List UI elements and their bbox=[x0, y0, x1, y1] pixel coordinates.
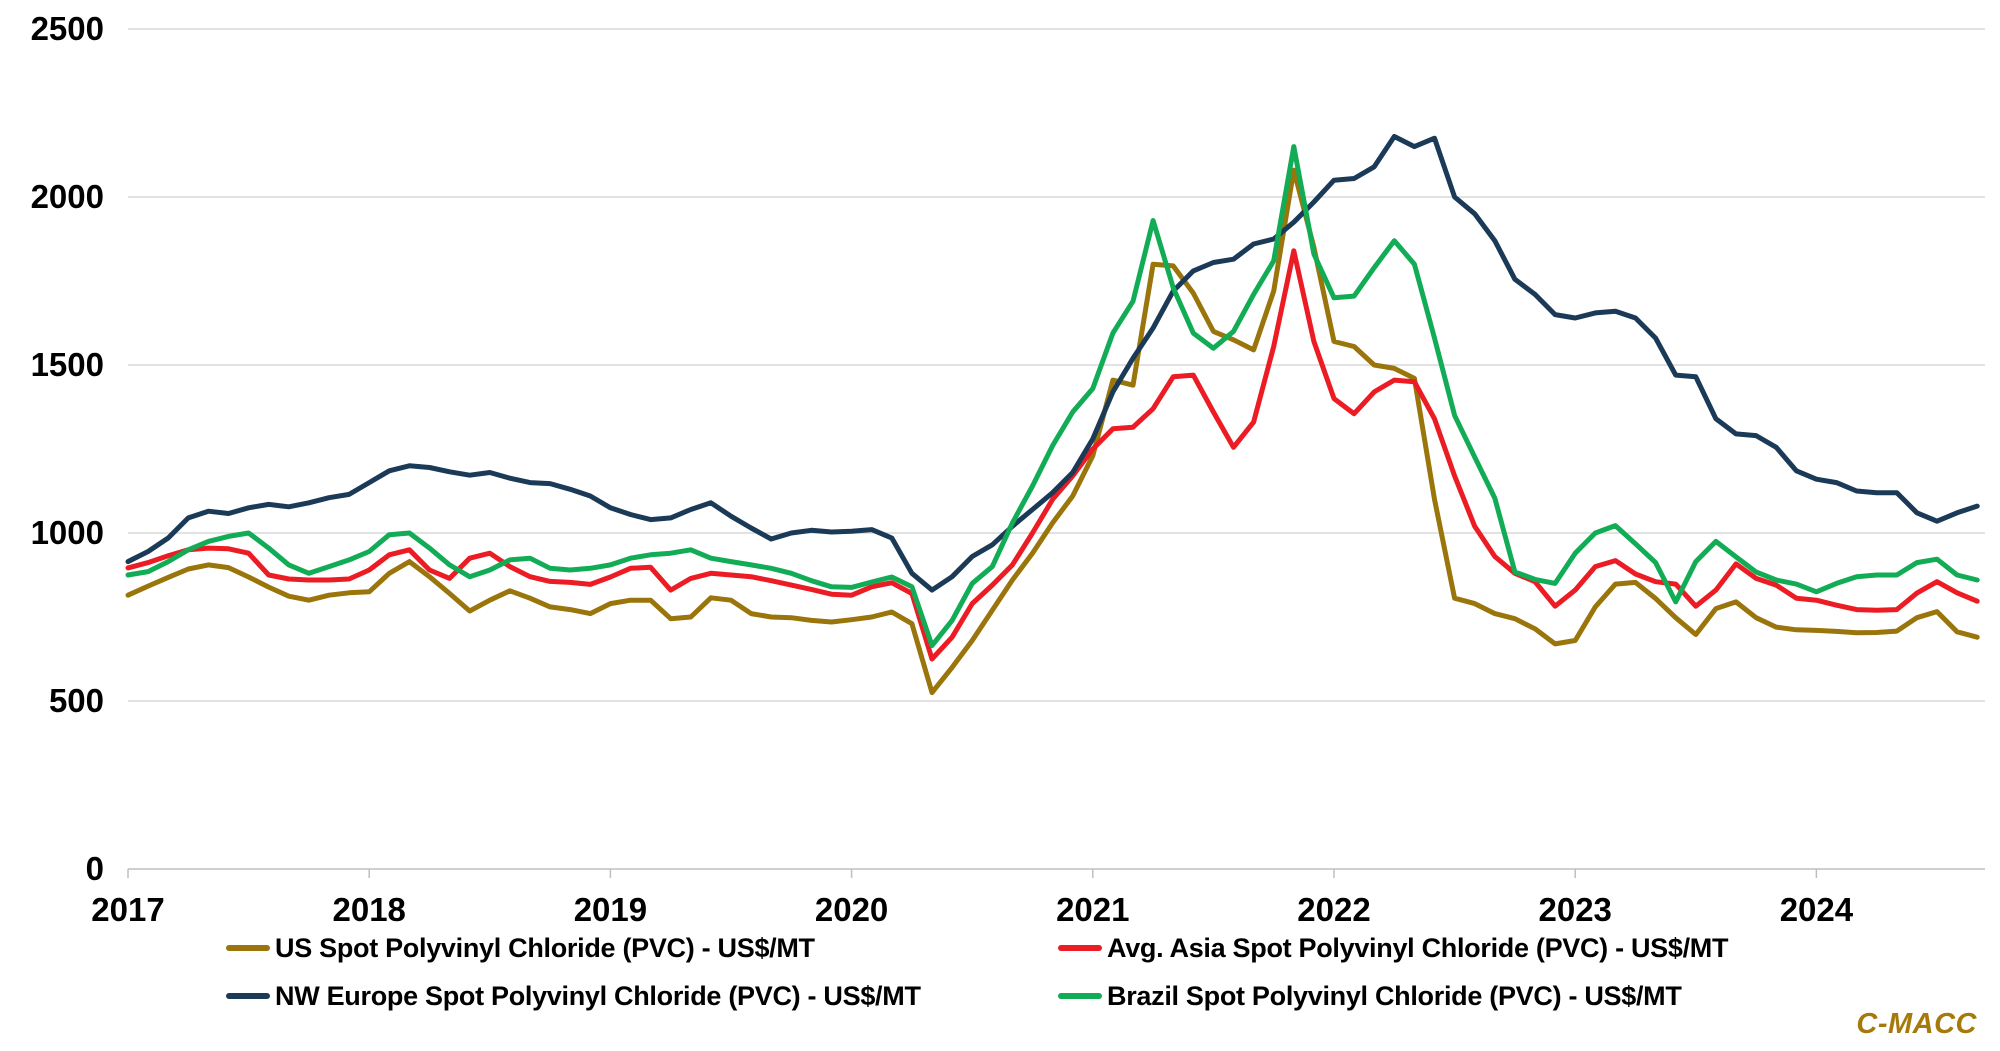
x-axis-tick-label: 2024 bbox=[1780, 891, 1854, 928]
x-axis-tick-label: 2019 bbox=[574, 891, 647, 928]
x-axis-tick-label: 2018 bbox=[332, 891, 405, 928]
x-axis-tick-label: 2023 bbox=[1538, 891, 1611, 928]
x-axis-tick-label: 2021 bbox=[1056, 891, 1129, 928]
y-axis-tick-label: 2500 bbox=[31, 10, 104, 47]
y-axis-tick-label: 1000 bbox=[31, 514, 104, 551]
legend-swatch-asia bbox=[1058, 945, 1102, 951]
x-axis-tick-label: 2017 bbox=[91, 891, 164, 928]
series-line-1 bbox=[125, 248, 1980, 662]
legend-item-nw-europe: NW Europe Spot Polyvinyl Chloride (PVC) … bbox=[226, 979, 921, 1013]
legend-swatch-brazil bbox=[1058, 993, 1102, 999]
series-line-2 bbox=[125, 134, 1980, 593]
y-axis-tick-label: 1500 bbox=[31, 346, 104, 383]
legend-label-us: US Spot Polyvinyl Chloride (PVC) - US$/M… bbox=[275, 932, 815, 963]
y-axis-tick-label: 0 bbox=[86, 850, 104, 887]
legend-swatch-us bbox=[226, 945, 270, 951]
series-line-0 bbox=[125, 167, 1980, 696]
legend-label-nw-europe: NW Europe Spot Polyvinyl Chloride (PVC) … bbox=[275, 980, 921, 1011]
x-axis-tick-label: 2022 bbox=[1297, 891, 1370, 928]
brand-logo-text: C-MACC bbox=[1856, 1008, 1977, 1040]
legend-item-us: US Spot Polyvinyl Chloride (PVC) - US$/M… bbox=[226, 931, 815, 965]
legend-swatch-nw-europe bbox=[226, 993, 270, 999]
legend-item-asia: Avg. Asia Spot Polyvinyl Chloride (PVC) … bbox=[1058, 931, 1728, 965]
legend-item-brazil: Brazil Spot Polyvinyl Chloride (PVC) - U… bbox=[1058, 979, 1682, 1013]
y-axis-tick-label: 2000 bbox=[31, 178, 104, 215]
legend-label-brazil: Brazil Spot Polyvinyl Chloride (PVC) - U… bbox=[1107, 980, 1682, 1011]
y-axis-tick-label: 500 bbox=[49, 682, 104, 719]
legend-label-asia: Avg. Asia Spot Polyvinyl Chloride (PVC) … bbox=[1107, 932, 1729, 963]
x-axis-tick-label: 2020 bbox=[815, 891, 888, 928]
series-line-3 bbox=[125, 144, 1980, 649]
